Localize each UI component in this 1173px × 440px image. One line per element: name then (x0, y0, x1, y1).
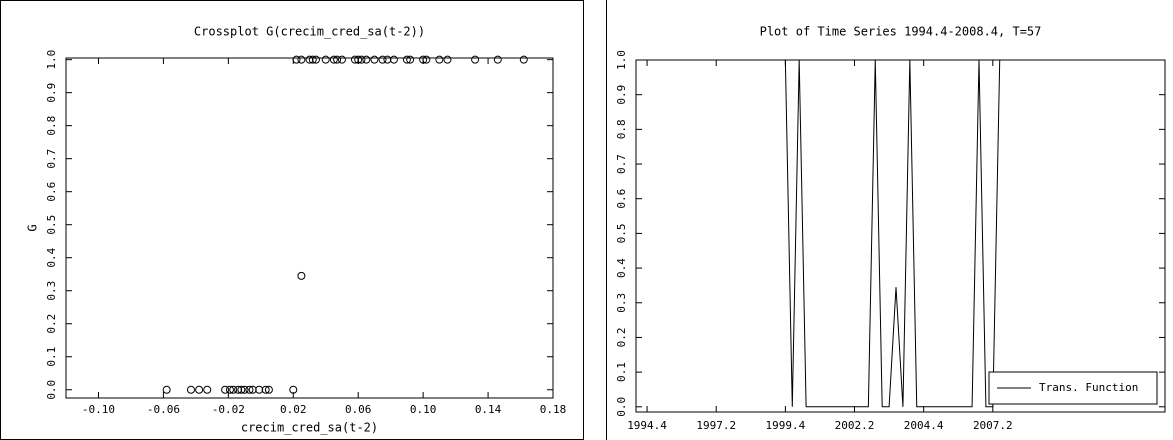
plot-frame (635, 59, 1166, 413)
scatter-point (292, 55, 301, 64)
scatter-point (329, 55, 338, 64)
scatter-point (422, 55, 431, 64)
y-tick-label: 0.9 (615, 85, 628, 105)
y-tick-label: 0.4 (45, 247, 58, 267)
scatter-point (248, 385, 257, 394)
scatter-point (354, 55, 363, 64)
scatter-point (493, 55, 502, 64)
left-panel-frame (0, 0, 584, 440)
scatter-point (370, 55, 379, 64)
scatter-point (240, 385, 249, 394)
y-tick-label: 0.1 (615, 362, 628, 382)
plot-frame (65, 57, 554, 399)
y-tick-label: 0.2 (615, 328, 628, 348)
x-tick-label: 1994.4 (627, 419, 667, 432)
scatter-point (308, 55, 317, 64)
series-line (647, 59, 1035, 408)
scatter-point (350, 55, 359, 64)
scatter-point (289, 385, 298, 394)
chart-title: Plot of Time Series 1994.4-2008.4, T=57 (760, 25, 1042, 39)
y-tick-label: 0.1 (45, 347, 58, 367)
x-tick-label: 1997.2 (696, 419, 736, 432)
scatter-point (245, 385, 254, 394)
x-tick-label: -0.10 (82, 403, 115, 416)
scatter-point (195, 385, 204, 394)
y-tick-label: 0.6 (45, 182, 58, 202)
scatter-point (321, 55, 330, 64)
x-tick-label: 2002.2 (835, 419, 875, 432)
scatter-point (419, 55, 428, 64)
y-tick-label: 0.8 (615, 119, 628, 139)
x-tick-label: -0.06 (147, 403, 180, 416)
scatter-point (297, 271, 306, 280)
chart-title: Crossplot G(crecim_cred_sa(t-2)) (194, 25, 425, 39)
scatter-point (389, 55, 398, 64)
y-tick-label: 0.7 (45, 149, 58, 169)
scatter-point (203, 385, 212, 394)
scatter-point (333, 55, 342, 64)
scatter-point (357, 55, 366, 64)
scatter-point (264, 385, 273, 394)
scatter-point (337, 55, 346, 64)
scatter-point (406, 55, 415, 64)
y-tick-label: 1.0 (615, 50, 628, 70)
scatter-point (162, 385, 171, 394)
scatter-point (519, 55, 528, 64)
x-tick-label: 0.18 (540, 403, 567, 416)
scatter-point (186, 385, 195, 394)
scatter-point (297, 55, 306, 64)
scatter-point (435, 55, 444, 64)
y-tick-label: 0.4 (615, 258, 628, 278)
y-tick-label: 0.5 (615, 223, 628, 243)
y-tick-label: 0.8 (45, 116, 58, 136)
y-tick-label: 0.3 (45, 281, 58, 301)
scatter-point (261, 385, 270, 394)
scatter-point (234, 385, 243, 394)
y-tick-label: 0.9 (45, 83, 58, 103)
x-tick-label: 0.10 (410, 403, 437, 416)
x-tick-label: 2004.4 (904, 419, 944, 432)
x-tick-label: 2007.2 (973, 419, 1013, 432)
scatter-point (443, 55, 452, 64)
y-tick-label: 0.3 (615, 293, 628, 313)
x-axis-label: crecim_cred_sa(t-2) (241, 421, 378, 435)
scatter-point (229, 385, 238, 394)
y-tick-label: 0.0 (615, 397, 628, 417)
scatter-point (362, 55, 371, 64)
scatter-point (311, 55, 320, 64)
scatter-point (402, 55, 411, 64)
y-tick-label: 0.0 (45, 380, 58, 400)
x-tick-label: 1999.4 (765, 419, 805, 432)
scatter-point (305, 55, 314, 64)
y-tick-label: 1.0 (45, 50, 58, 70)
y-axis-label: G (26, 224, 40, 231)
legend-label: Trans. Function (1039, 381, 1138, 394)
x-tick-label: 0.06 (345, 403, 372, 416)
x-tick-label: -0.02 (212, 403, 245, 416)
y-tick-label: 0.6 (615, 189, 628, 209)
scatter-point (378, 55, 387, 64)
scatter-point (221, 385, 230, 394)
scatter-point (383, 55, 392, 64)
scatter-point (237, 385, 246, 394)
y-tick-label: 0.7 (615, 154, 628, 174)
y-tick-label: 0.2 (45, 314, 58, 334)
x-tick-label: 0.02 (280, 403, 307, 416)
x-tick-label: 0.14 (475, 403, 502, 416)
y-tick-label: 0.5 (45, 215, 58, 235)
scatter-point (255, 385, 264, 394)
scatter-point (225, 385, 234, 394)
scatter-point (471, 55, 480, 64)
